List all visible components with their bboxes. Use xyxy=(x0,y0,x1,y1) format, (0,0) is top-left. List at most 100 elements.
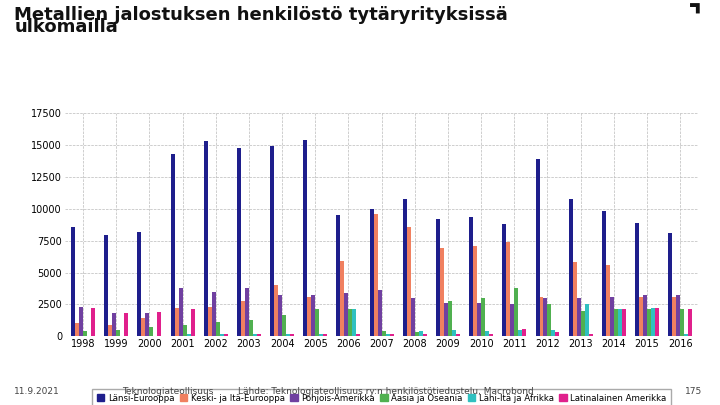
Bar xyxy=(311,295,315,336)
Bar xyxy=(91,308,95,336)
Bar xyxy=(79,307,83,336)
Bar xyxy=(179,288,183,336)
Bar xyxy=(635,223,639,336)
Bar xyxy=(224,334,228,336)
Bar xyxy=(341,261,344,336)
Bar xyxy=(241,301,245,336)
Bar xyxy=(270,147,274,336)
Bar xyxy=(423,334,427,336)
Bar xyxy=(411,298,415,336)
Bar xyxy=(348,309,352,336)
Bar xyxy=(639,297,643,336)
Bar xyxy=(436,219,440,336)
Text: Lähde: Teknologiateollisuus ry:n henkilöstötiedustelu, Macrobond: Lähde: Teknologiateollisuus ry:n henkilö… xyxy=(238,387,534,396)
Text: 175: 175 xyxy=(685,387,702,396)
Bar xyxy=(522,328,526,336)
Bar xyxy=(87,335,91,336)
Bar xyxy=(672,297,676,336)
Bar xyxy=(622,309,626,336)
Bar xyxy=(186,334,191,336)
Text: ulkomailla: ulkomailla xyxy=(14,18,118,36)
Bar xyxy=(580,311,585,336)
Bar xyxy=(204,141,208,336)
Bar xyxy=(216,322,220,336)
Bar xyxy=(319,334,323,336)
Bar xyxy=(544,298,547,336)
Bar xyxy=(536,159,539,336)
Bar xyxy=(323,334,327,336)
Text: Teknologiateollisuus: Teknologiateollisuus xyxy=(122,387,214,396)
Bar xyxy=(452,330,456,336)
Bar xyxy=(510,304,514,336)
Bar xyxy=(374,214,377,336)
Bar xyxy=(514,288,518,336)
Bar xyxy=(668,233,672,336)
Bar xyxy=(569,199,572,336)
Bar xyxy=(112,313,116,336)
Bar xyxy=(352,309,356,336)
Bar xyxy=(506,242,510,336)
Bar xyxy=(191,309,194,336)
Bar xyxy=(547,304,552,336)
Bar xyxy=(344,293,348,336)
Bar xyxy=(572,262,577,336)
Bar xyxy=(369,209,374,336)
Legend: Länsi-Eurooppa, Keski- ja Itä-Eurooppa, Pohjois-Amerikka, Aasia ja Oseania, Lähi: Länsi-Eurooppa, Keski- ja Itä-Eurooppa, … xyxy=(92,390,671,405)
Bar xyxy=(257,334,261,336)
Bar xyxy=(390,334,394,336)
Bar xyxy=(274,285,278,336)
Bar xyxy=(183,325,186,336)
Bar xyxy=(688,309,692,336)
Bar xyxy=(377,290,382,336)
Bar xyxy=(555,333,559,336)
Bar xyxy=(518,330,522,336)
Bar xyxy=(75,324,79,336)
Bar xyxy=(120,335,124,336)
Bar xyxy=(212,292,216,336)
Bar xyxy=(245,288,249,336)
Bar xyxy=(444,303,448,336)
Bar xyxy=(419,331,423,336)
Bar xyxy=(108,325,112,336)
Bar xyxy=(489,334,493,336)
Bar xyxy=(481,298,485,336)
Bar xyxy=(171,154,175,336)
Bar xyxy=(290,334,294,336)
Bar xyxy=(585,304,588,336)
Bar xyxy=(448,301,452,336)
Bar xyxy=(577,298,580,336)
Bar xyxy=(588,334,593,336)
Bar xyxy=(149,327,153,336)
Bar xyxy=(145,313,149,336)
Bar xyxy=(71,227,75,336)
Bar xyxy=(618,309,622,336)
Bar xyxy=(610,297,614,336)
Bar xyxy=(407,227,411,336)
Bar xyxy=(237,148,241,336)
Bar xyxy=(83,331,87,336)
Bar xyxy=(138,232,141,336)
Bar xyxy=(655,308,659,336)
Bar xyxy=(473,246,477,336)
Bar xyxy=(676,295,680,336)
Text: Metallien jalostuksen henkilöstö tytäryrityksissä: Metallien jalostuksen henkilöstö tytäryr… xyxy=(14,6,508,24)
Bar xyxy=(684,334,688,336)
Bar xyxy=(356,334,361,336)
Bar xyxy=(175,308,179,336)
Text: ⌝: ⌝ xyxy=(688,4,702,33)
Bar xyxy=(503,224,506,336)
Bar xyxy=(208,307,212,336)
Bar xyxy=(602,211,606,336)
Bar xyxy=(158,312,161,336)
Bar xyxy=(440,248,444,336)
Bar xyxy=(386,334,390,336)
Bar xyxy=(606,265,610,336)
Bar xyxy=(124,313,128,336)
Bar xyxy=(220,334,224,336)
Bar xyxy=(249,320,253,336)
Bar xyxy=(456,334,460,336)
Bar xyxy=(643,295,647,336)
Bar xyxy=(141,318,145,336)
Bar xyxy=(253,334,257,336)
Bar xyxy=(153,335,158,336)
